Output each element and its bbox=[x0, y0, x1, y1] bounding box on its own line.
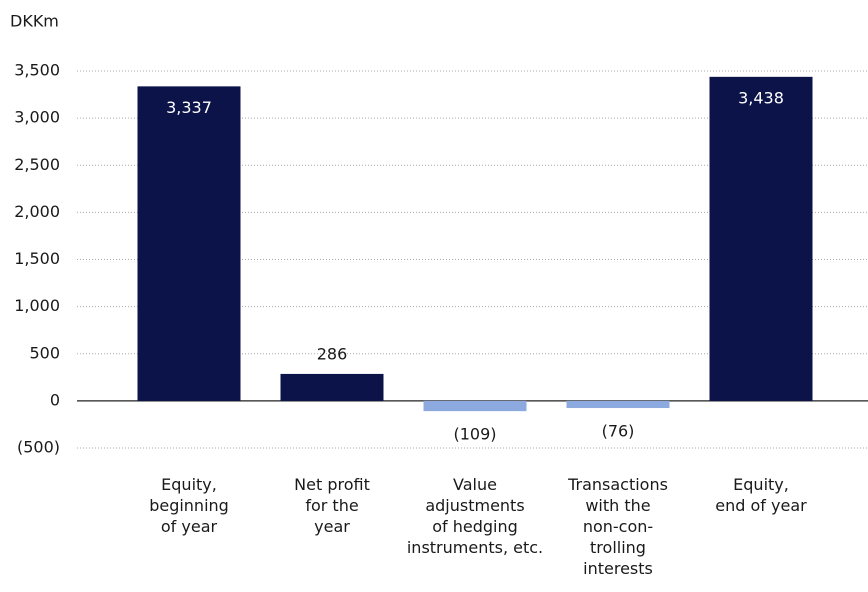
y-tick-label: 0 bbox=[50, 390, 60, 409]
y-tick-label: 1,000 bbox=[14, 296, 60, 315]
bar bbox=[566, 400, 670, 409]
y-tick-label: 3,000 bbox=[14, 108, 60, 127]
x-tick-label: Net profit for the year bbox=[294, 475, 370, 536]
y-tick-label: 3,500 bbox=[14, 61, 60, 80]
y-tick-label: 2,500 bbox=[14, 155, 60, 174]
x-tick-label: Equity, beginning of year bbox=[149, 475, 229, 536]
data-label: 286 bbox=[317, 344, 348, 363]
y-tick-label: 1,500 bbox=[14, 249, 60, 268]
x-tick-label: Value adjustments of hedging instruments… bbox=[406, 475, 544, 557]
data-label: (109) bbox=[453, 425, 496, 444]
x-tick-label: Equity, end of year bbox=[715, 475, 807, 515]
y-tick-label: 2,000 bbox=[14, 202, 60, 221]
y-tick-label: (500) bbox=[17, 438, 60, 457]
axis-label: DKKm bbox=[10, 12, 59, 31]
bar bbox=[423, 400, 527, 412]
data-label: 3,438 bbox=[738, 88, 784, 107]
data-label: 3,337 bbox=[166, 98, 212, 117]
bar bbox=[280, 373, 384, 401]
bar bbox=[709, 76, 813, 401]
bar bbox=[137, 86, 241, 401]
x-tick-label: Transactions with the non-con- trolling … bbox=[568, 475, 668, 578]
data-label: (76) bbox=[602, 422, 635, 441]
y-tick-label: 500 bbox=[29, 343, 60, 362]
